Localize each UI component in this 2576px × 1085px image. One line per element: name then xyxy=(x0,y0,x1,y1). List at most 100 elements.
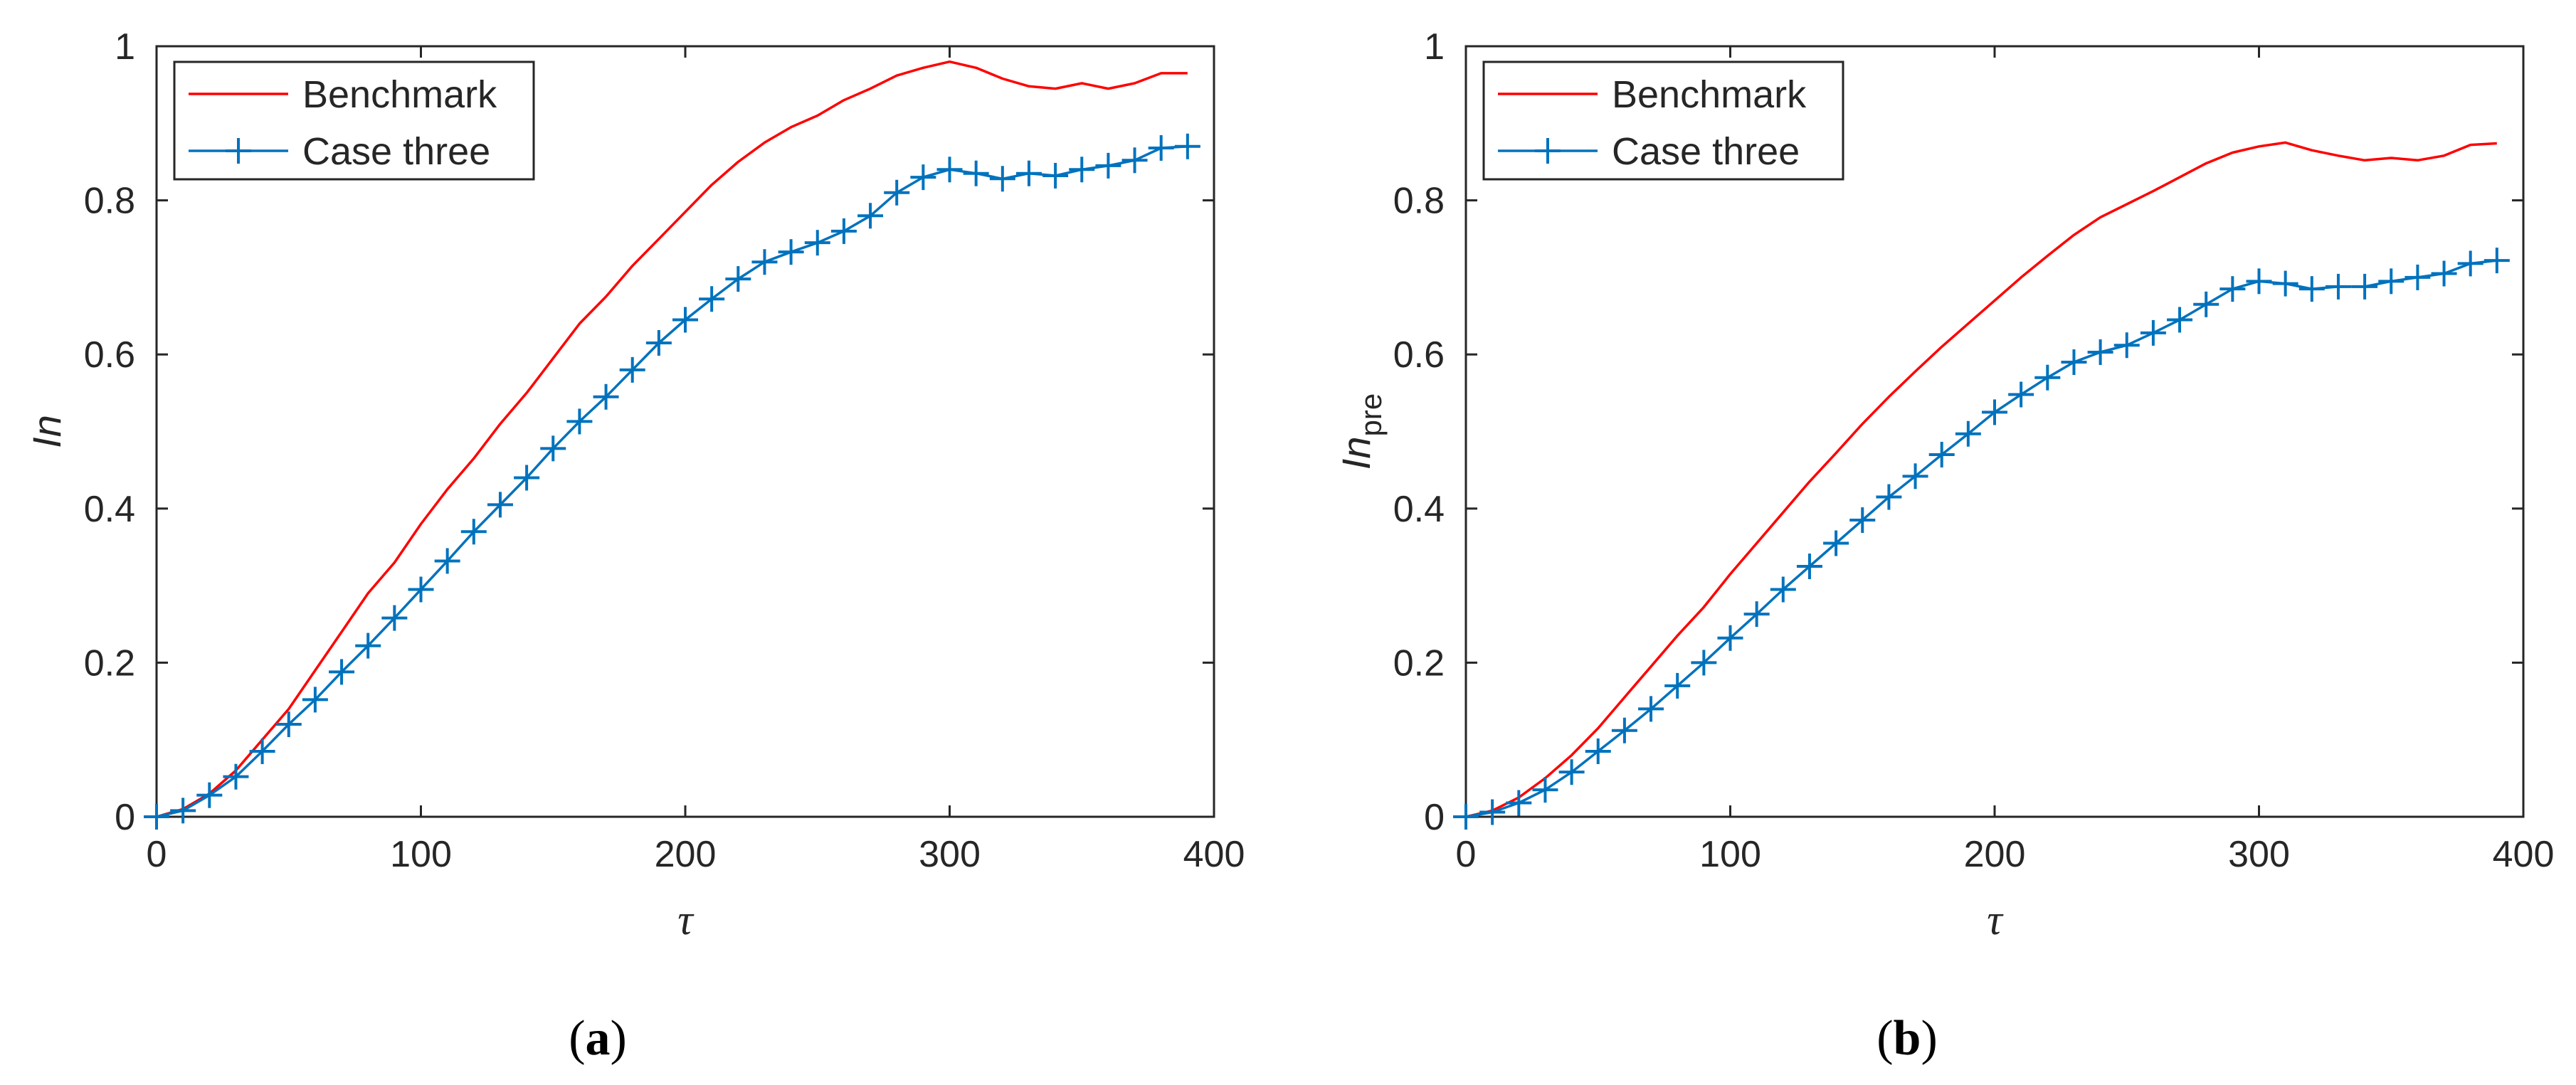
series-marker xyxy=(1928,441,1955,467)
y-tick-label: 1 xyxy=(1424,26,1445,68)
series-marker xyxy=(1479,799,1506,825)
y-axis-label-main: In xyxy=(24,415,69,448)
series-marker xyxy=(2087,339,2113,365)
series-marker xyxy=(1042,162,1069,189)
series-marker xyxy=(223,763,249,790)
x-tick-label: 400 xyxy=(1183,834,1245,875)
series-marker xyxy=(487,492,513,518)
y-axis-label: In xyxy=(24,415,69,448)
series-marker xyxy=(1069,157,1095,183)
series-marker xyxy=(963,160,989,186)
series-marker xyxy=(593,383,619,410)
series-marker xyxy=(1148,134,1174,161)
series-marker xyxy=(2140,319,2166,346)
x-tick-label: 300 xyxy=(919,834,981,875)
series-marker xyxy=(196,782,223,808)
panel-label-letter: a xyxy=(586,1011,611,1066)
series-marker xyxy=(381,605,408,631)
series-marker xyxy=(514,465,540,491)
series-marker xyxy=(830,218,857,244)
series-marker xyxy=(460,519,487,545)
x-tick-label: 400 xyxy=(2493,834,2555,875)
series-marker xyxy=(1955,420,1981,447)
series-marker xyxy=(2167,307,2193,333)
series-marker xyxy=(1638,696,1664,722)
x-tick-label: 0 xyxy=(1456,834,1477,875)
series-marker xyxy=(1876,484,1902,510)
series-marker xyxy=(2008,381,2034,408)
series-marker xyxy=(2113,332,2140,359)
series-marker xyxy=(1796,554,1822,580)
y-axis-label-main: In xyxy=(1334,437,1378,470)
y-tick-label: 1 xyxy=(115,26,135,68)
series-marker xyxy=(936,157,963,183)
series-line-0 xyxy=(1465,141,2497,818)
series-marker xyxy=(751,249,778,275)
series-marker xyxy=(1664,672,1691,699)
series-marker xyxy=(1558,759,1585,785)
panel-label: (b) xyxy=(1876,1011,1938,1066)
series-marker xyxy=(2457,250,2483,277)
series-marker xyxy=(302,687,328,713)
series-marker xyxy=(1506,790,1532,816)
series-marker xyxy=(2431,260,2457,287)
series-marker xyxy=(1585,738,1611,764)
legend-box xyxy=(173,60,535,181)
series-marker xyxy=(1770,576,1796,603)
series-marker xyxy=(170,798,196,824)
x-tick-label: 0 xyxy=(147,834,167,875)
series-marker xyxy=(566,408,593,435)
series-marker xyxy=(1121,147,1148,174)
series-marker xyxy=(725,266,751,292)
series-marker xyxy=(540,435,566,462)
y-tick-label: 0.2 xyxy=(84,642,135,684)
panel-label-open: ( xyxy=(569,1011,585,1066)
series-marker xyxy=(1743,601,1770,628)
panel-label-close: ) xyxy=(611,1011,627,1066)
y-tick-label: 0.6 xyxy=(84,334,135,376)
legend-label: Case three xyxy=(1612,130,1800,173)
series-marker xyxy=(1015,160,1042,186)
y-tick-label: 0 xyxy=(115,797,135,838)
y-axis-label-sub: pre xyxy=(1354,393,1388,437)
x-tick-label: 100 xyxy=(1699,834,1761,875)
x-axis-label: τ xyxy=(1987,896,2004,943)
panel-label-open: ( xyxy=(1876,1011,1893,1066)
series-marker xyxy=(2298,276,2325,302)
y-tick-label: 0.2 xyxy=(1393,642,1445,684)
x-tick-label: 200 xyxy=(655,834,717,875)
series-marker xyxy=(249,738,275,764)
series-marker xyxy=(1611,717,1637,743)
series-marker xyxy=(1453,804,1479,830)
series-marker xyxy=(910,164,936,191)
panel-b: 0 100 200 300 400 0 0.2 0.4 0.6 0.8 1 τ Inpre Benchma… xyxy=(1334,26,2554,1066)
series-marker xyxy=(2272,270,2298,297)
series-marker xyxy=(2325,273,2351,300)
series-marker xyxy=(804,230,830,256)
series-marker xyxy=(2034,364,2061,391)
y-tick-label: 0.8 xyxy=(1393,181,1445,222)
series-marker xyxy=(2219,276,2246,302)
panel-label-close: ) xyxy=(1921,1011,1937,1066)
legend-label: Benchmark xyxy=(302,73,497,116)
series-marker xyxy=(619,356,645,383)
series-marker xyxy=(857,203,884,229)
x-tick-label: 100 xyxy=(390,834,452,875)
series-marker xyxy=(2378,268,2405,295)
legend-label: Benchmark xyxy=(1612,73,1807,116)
series-marker xyxy=(645,329,672,356)
series-marker xyxy=(1717,625,1743,651)
series-marker xyxy=(1982,399,2007,425)
legend-label: Case three xyxy=(302,130,490,173)
series-marker xyxy=(989,166,1015,192)
series-marker xyxy=(778,239,804,265)
series-marker xyxy=(275,711,302,738)
y-tick-label: 0.4 xyxy=(84,489,135,530)
y-tick-label: 0 xyxy=(1424,797,1445,838)
y-tick-label: 0.8 xyxy=(84,181,135,222)
series-marker xyxy=(2483,248,2510,274)
series-marker xyxy=(1174,133,1200,159)
legend: Benchmark Case three xyxy=(173,60,535,181)
x-tick-label: 200 xyxy=(1964,834,2026,875)
